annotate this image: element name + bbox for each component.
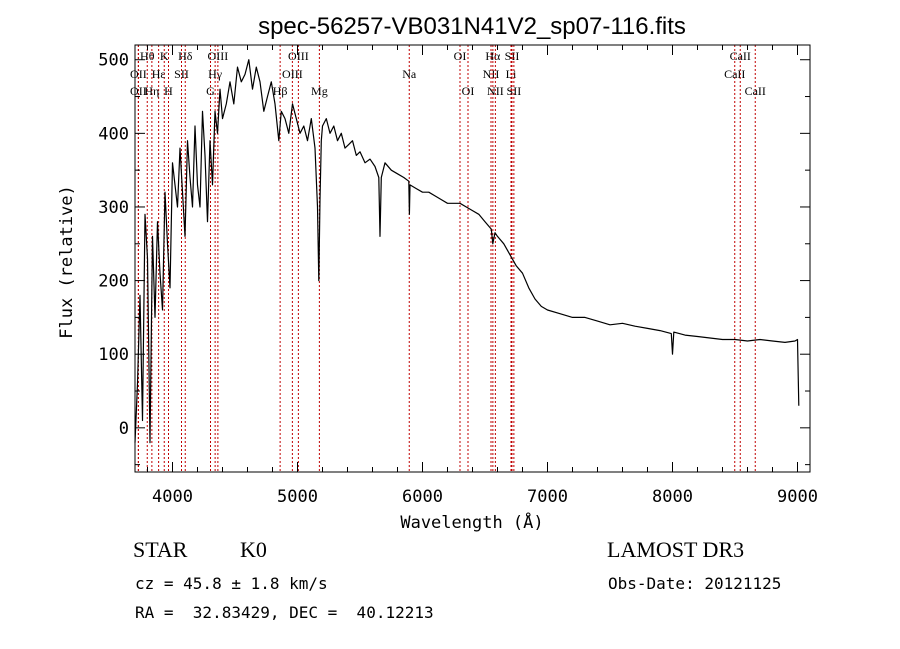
y-tick-label: 400 — [98, 124, 129, 144]
y-tick-label: 200 — [98, 272, 129, 292]
flux-series — [134, 59, 800, 444]
y-axis-label: Flux (relative) — [57, 185, 77, 339]
survey-name: LAMOST DR3 — [607, 537, 745, 562]
line-label: Hγ — [208, 67, 223, 81]
x-axis: 4000 5000 6000 7000 8000 9000 — [147, 45, 818, 507]
line-label: Hθ — [140, 49, 155, 63]
line-label: Hα — [485, 49, 501, 63]
flux-line — [134, 59, 800, 444]
line-label: CaII — [724, 67, 745, 81]
object-class: STAR — [133, 537, 188, 562]
line-label: OIII — [288, 49, 309, 63]
line-label: NII — [487, 84, 504, 98]
object-subclass: K0 — [240, 537, 267, 562]
line-label: CaII — [730, 49, 751, 63]
x-tick-label: 8000 — [652, 487, 693, 507]
line-label: Hβ — [273, 84, 288, 98]
x-tick-label: 4000 — [152, 487, 193, 507]
chart-title: spec-56257-VB031N41V2_sp07-116.fits — [258, 13, 686, 40]
obs-date: Obs-Date: 20121125 — [608, 574, 782, 593]
line-label: NII — [483, 67, 500, 81]
line-label: SII — [507, 84, 522, 98]
line-label: Hδ — [178, 49, 193, 63]
line-label: OIII — [282, 67, 303, 81]
line-label: OIII — [208, 49, 229, 63]
x-tick-label: 7000 — [527, 487, 568, 507]
redshift-readout: cz = 45.8 ± 1.8 km/s — [135, 574, 328, 593]
line-label: Hε — [152, 67, 166, 81]
line-label: H — [164, 84, 173, 98]
plot-frame — [134, 44, 811, 473]
line-label: CaII — [745, 84, 766, 98]
coordinates: RA = 32.83429, DEC = 40.12213 — [135, 603, 434, 622]
line-label: K — [160, 49, 169, 63]
line-label: OII — [130, 84, 147, 98]
x-axis-label: Wavelength (Å) — [400, 511, 543, 533]
y-tick-label: 0 — [119, 419, 129, 439]
line-label: SII — [174, 67, 189, 81]
line-label: SII — [505, 49, 520, 63]
x-tick-label: 6000 — [402, 487, 443, 507]
line-label: G — [206, 84, 215, 98]
x-tick-label: 5000 — [277, 487, 318, 507]
line-label: Na — [402, 67, 417, 81]
y-tick-label: 500 — [98, 51, 129, 71]
y-tick-label: 100 — [98, 345, 129, 365]
line-label: OI — [462, 84, 475, 98]
x-tick-label: 9000 — [777, 487, 818, 507]
line-label: Mg — [311, 84, 328, 98]
line-label: OI — [454, 49, 467, 63]
line-label: Li — [506, 67, 517, 81]
line-label: Hη — [144, 84, 159, 98]
y-tick-label: 300 — [98, 198, 129, 218]
y-axis: 0 100 200 300 400 500 — [98, 51, 810, 466]
